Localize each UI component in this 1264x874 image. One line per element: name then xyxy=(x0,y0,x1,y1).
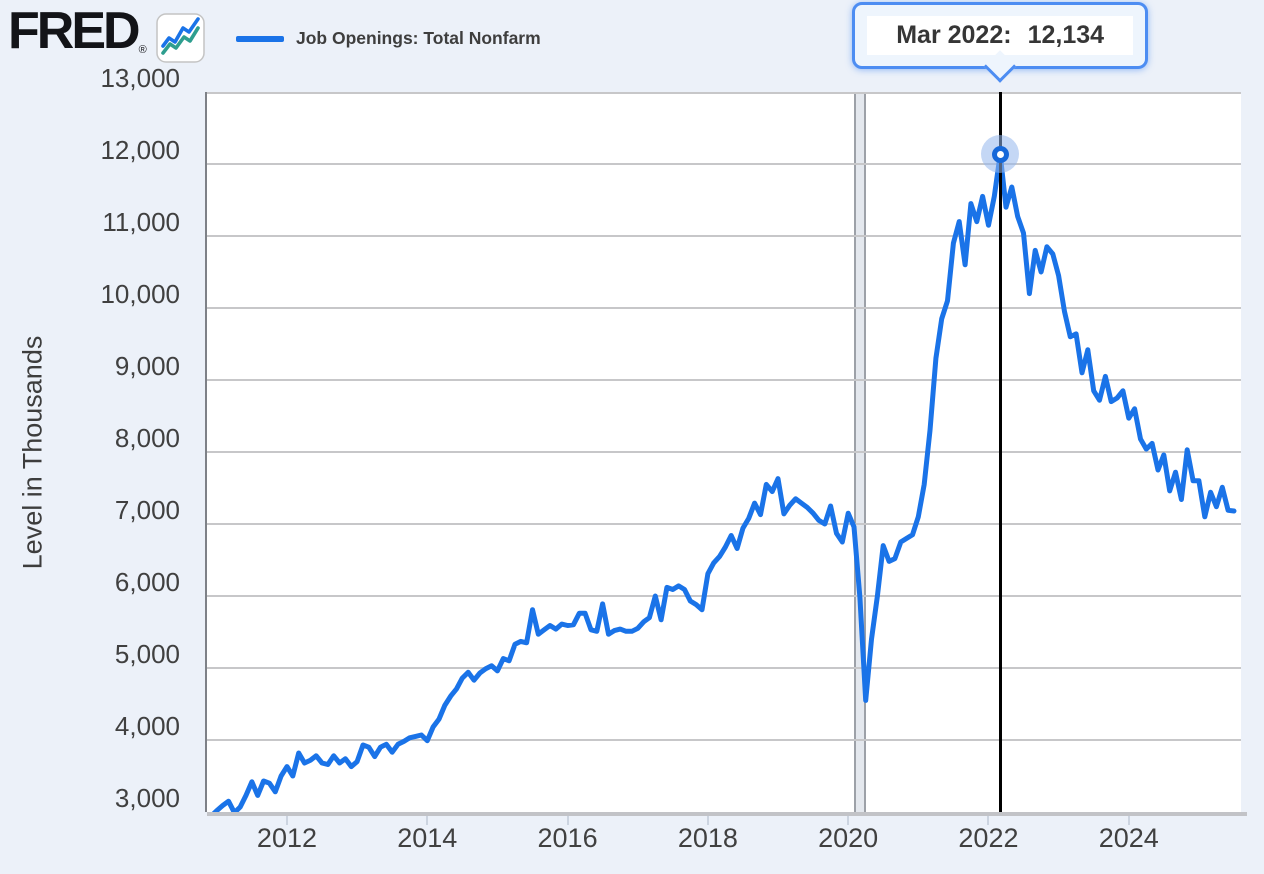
x-tick-label-2016: 2016 xyxy=(537,823,598,853)
x-tick-label-2024: 2024 xyxy=(1098,823,1159,853)
marker-core xyxy=(996,150,1004,158)
icon-blue-line xyxy=(160,17,200,48)
y-tick-label-12000: 12,000 xyxy=(100,135,180,165)
gridline-9000 xyxy=(207,379,1241,381)
line-chart-icon xyxy=(155,13,205,68)
x-tick-label-2014: 2014 xyxy=(397,823,458,853)
x-tick-mark-2014 xyxy=(426,816,429,825)
x-tick-mark-2022 xyxy=(987,816,990,825)
gridline-7000 xyxy=(207,523,1241,525)
y-tick-label-3000: 3,000 xyxy=(114,783,180,813)
plot-area[interactable] xyxy=(207,92,1241,812)
y-axis-line xyxy=(205,92,207,812)
tooltip-content: Mar 2022: 12,134 xyxy=(867,16,1134,55)
icon-teal-line xyxy=(160,26,200,55)
y-tick-label-11000: 11,000 xyxy=(102,207,180,237)
registered-trademark: ® xyxy=(138,44,147,56)
legend-series-label: Job Openings: Total Nonfarm xyxy=(296,28,541,48)
legend: Job Openings: Total Nonfarm xyxy=(236,28,541,49)
y-tick-label-8000: 8,000 xyxy=(114,423,180,453)
gridline-13000 xyxy=(207,92,1241,94)
y-tick-label-4000: 4,000 xyxy=(114,711,180,741)
gridline-10000 xyxy=(207,307,1241,309)
x-tick-label-2022: 2022 xyxy=(958,823,1019,853)
legend-line-swatch xyxy=(236,35,284,42)
tooltip-value: 12,134 xyxy=(1027,21,1105,49)
highlight-cursor-line xyxy=(998,92,1002,812)
x-tick-mark-2024 xyxy=(1127,816,1130,825)
x-tick-mark-2018 xyxy=(706,816,709,825)
x-tick-mark-2020 xyxy=(847,816,850,825)
x-tick-mark-2016 xyxy=(566,816,569,825)
tooltip-arrow xyxy=(983,50,1017,83)
gridline-5000 xyxy=(207,667,1241,669)
x-tick-mark-2012 xyxy=(285,816,288,825)
y-tick-label-6000: 6,000 xyxy=(114,567,180,597)
fred-logo[interactable]: FRED ® xyxy=(8,4,205,68)
y-tick-label-10000: 10,000 xyxy=(100,279,180,309)
job-openings-line-series[interactable] xyxy=(207,92,1241,812)
gridline-6000 xyxy=(207,595,1241,597)
fred-logo-text: FRED xyxy=(8,2,141,60)
y-tick-label-9000: 9,000 xyxy=(114,351,180,381)
y-tick-label-7000: 7,000 xyxy=(114,495,180,525)
y-tick-label-5000: 5,000 xyxy=(114,639,180,669)
hover-tooltip: Mar 2022: 12,134 xyxy=(852,2,1149,83)
x-tick-label-2018: 2018 xyxy=(677,823,738,853)
x-axis-line xyxy=(207,812,1247,816)
x-tick-label-2020: 2020 xyxy=(818,823,879,853)
gridline-8000 xyxy=(207,451,1241,453)
gridline-12000 xyxy=(207,163,1241,165)
x-tick-label-2012: 2012 xyxy=(256,823,317,853)
tooltip-date: Mar 2022: xyxy=(896,21,1012,49)
gridline-4000 xyxy=(207,739,1241,741)
y-tick-label-13000: 13,000 xyxy=(100,63,180,93)
y-axis-title: Level in Thousands xyxy=(17,335,48,569)
gridline-11000 xyxy=(207,235,1241,237)
